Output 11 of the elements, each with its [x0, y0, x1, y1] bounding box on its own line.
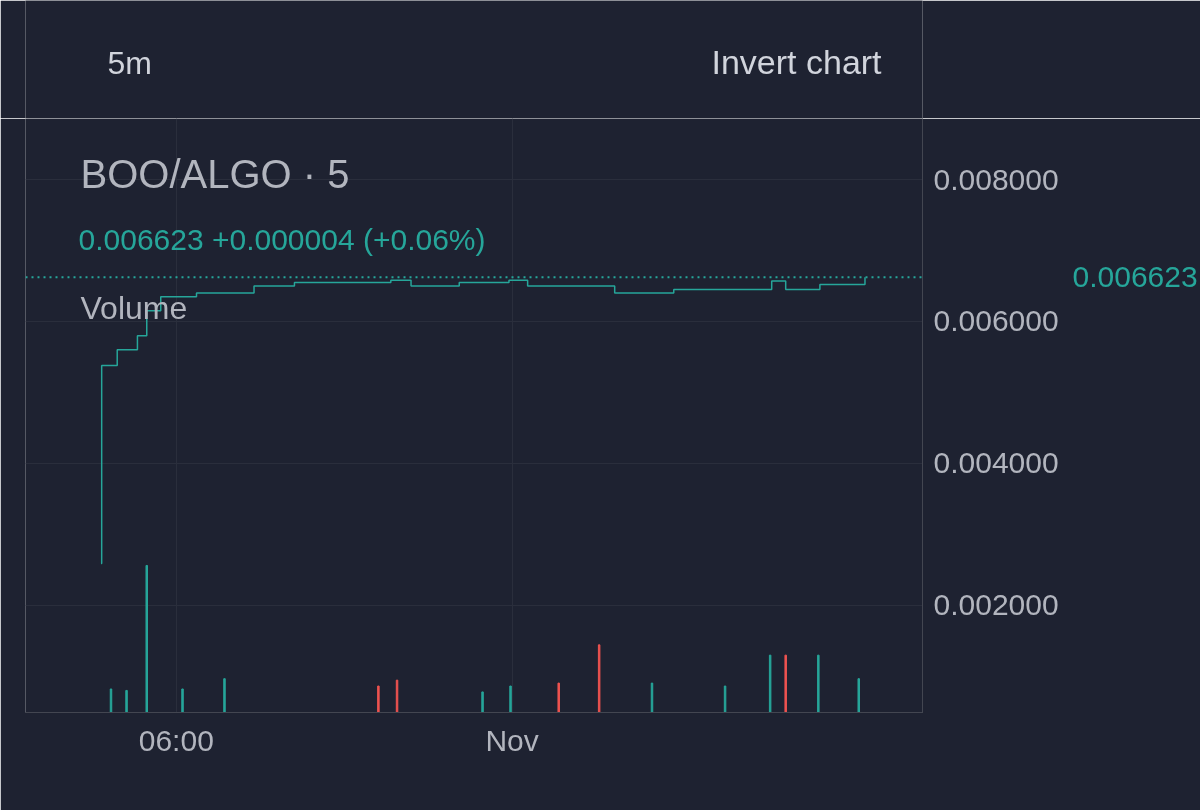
text: 0.006623 +0.000004 (+0.06%): [78, 222, 486, 256]
y-tick-label: 0.002000: [933, 588, 1059, 622]
ref-line-label: 0.006623: [1072, 260, 1198, 294]
text: BOO/ALGO · 5: [80, 151, 350, 196]
x-tick-label: Nov: [485, 723, 539, 757]
text: 5m: [107, 44, 152, 81]
y-tick-label: 0.006000: [933, 304, 1059, 338]
text: Invert chart: [711, 42, 883, 81]
y-tick-label: 0.004000: [933, 446, 1059, 480]
y-tick-label: 0.008000: [933, 162, 1059, 196]
x-tick-label: 06:00: [138, 723, 214, 757]
